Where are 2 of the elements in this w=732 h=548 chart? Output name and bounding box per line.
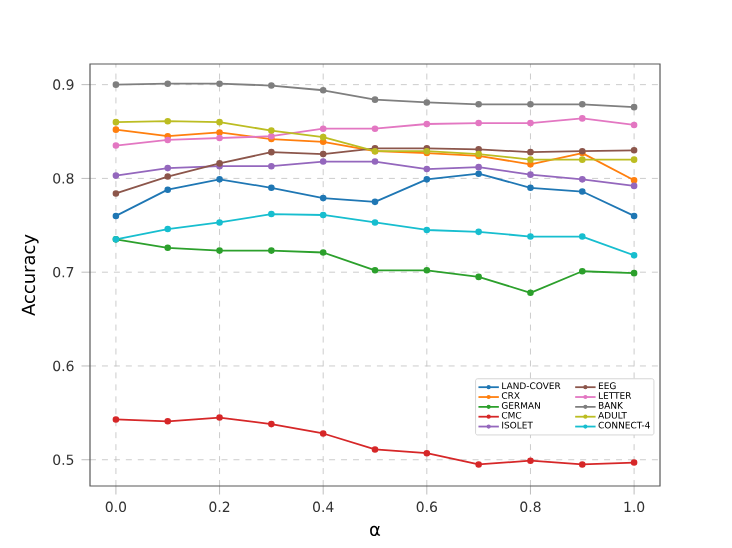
y-axis-title: Accuracy: [21, 234, 39, 316]
x-axis-title: α: [370, 525, 381, 537]
